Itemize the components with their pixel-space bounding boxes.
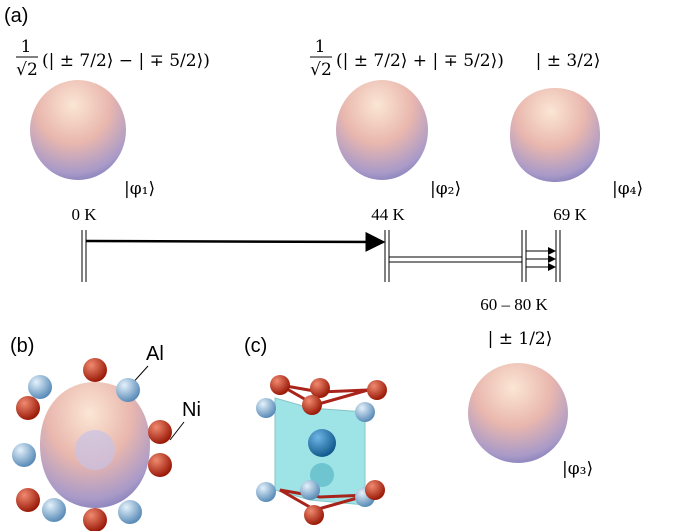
level-lines: [82, 230, 560, 282]
coef-den: √2: [310, 60, 332, 80]
temperature: 44 K: [371, 205, 405, 224]
page: (a) 1 √2 (| ± 7/2⟩ − | ∓ 5/2⟩) 1 √2 (| ±…: [0, 0, 680, 531]
orbital-sphere: [336, 80, 428, 180]
ket-expr: (| ± 7/2⟩ + | ∓ 5/2⟩): [336, 51, 504, 71]
orbital-sphere: [30, 80, 126, 180]
panel-label: (a): [4, 5, 28, 27]
ket-expr: | ± 3/2⟩: [536, 51, 601, 71]
ket-expr: | ± 1/2⟩: [488, 329, 553, 349]
temperature: 0 K: [71, 205, 97, 224]
coef-num: 1: [315, 37, 326, 57]
orbital-sphere: [510, 88, 600, 182]
state-name: |φ₂⟩: [430, 179, 461, 199]
state-name: |φ₄⟩: [612, 179, 643, 199]
state-name: |φ₃⟩: [562, 459, 593, 479]
ket-expr: (| ± 7/2⟩ − | ∓ 5/2⟩): [42, 51, 210, 71]
atom-label: Al: [146, 343, 164, 365]
coef-num: 1: [21, 37, 32, 57]
coef-den: √2: [16, 60, 38, 80]
atom-label: Ni: [182, 399, 201, 421]
panel-label: (c): [244, 335, 267, 357]
temperature: 69 K: [553, 205, 587, 224]
state-name: |φ₁⟩: [124, 179, 155, 199]
panel-label: (b): [10, 335, 34, 357]
temperature: 60 – 80 K: [480, 295, 548, 314]
orbital-sphere: [468, 363, 568, 463]
pointer: [170, 422, 184, 440]
figure: (a) 1 √2 (| ± 7/2⟩ − | ∓ 5/2⟩) 1 √2 (| ±…: [0, 0, 680, 531]
center-atom: [75, 430, 115, 470]
